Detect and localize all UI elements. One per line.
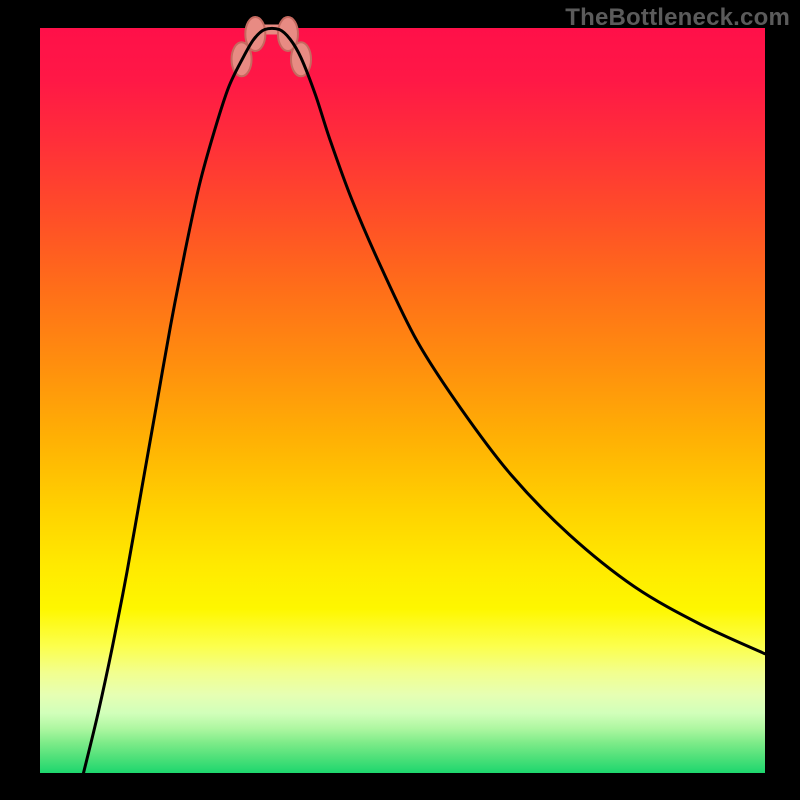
plot-area: [40, 28, 765, 773]
watermark-text: TheBottleneck.com: [565, 4, 790, 32]
bottleneck-chart: [0, 0, 800, 800]
chart-stage: TheBottleneck.com: [0, 0, 800, 800]
